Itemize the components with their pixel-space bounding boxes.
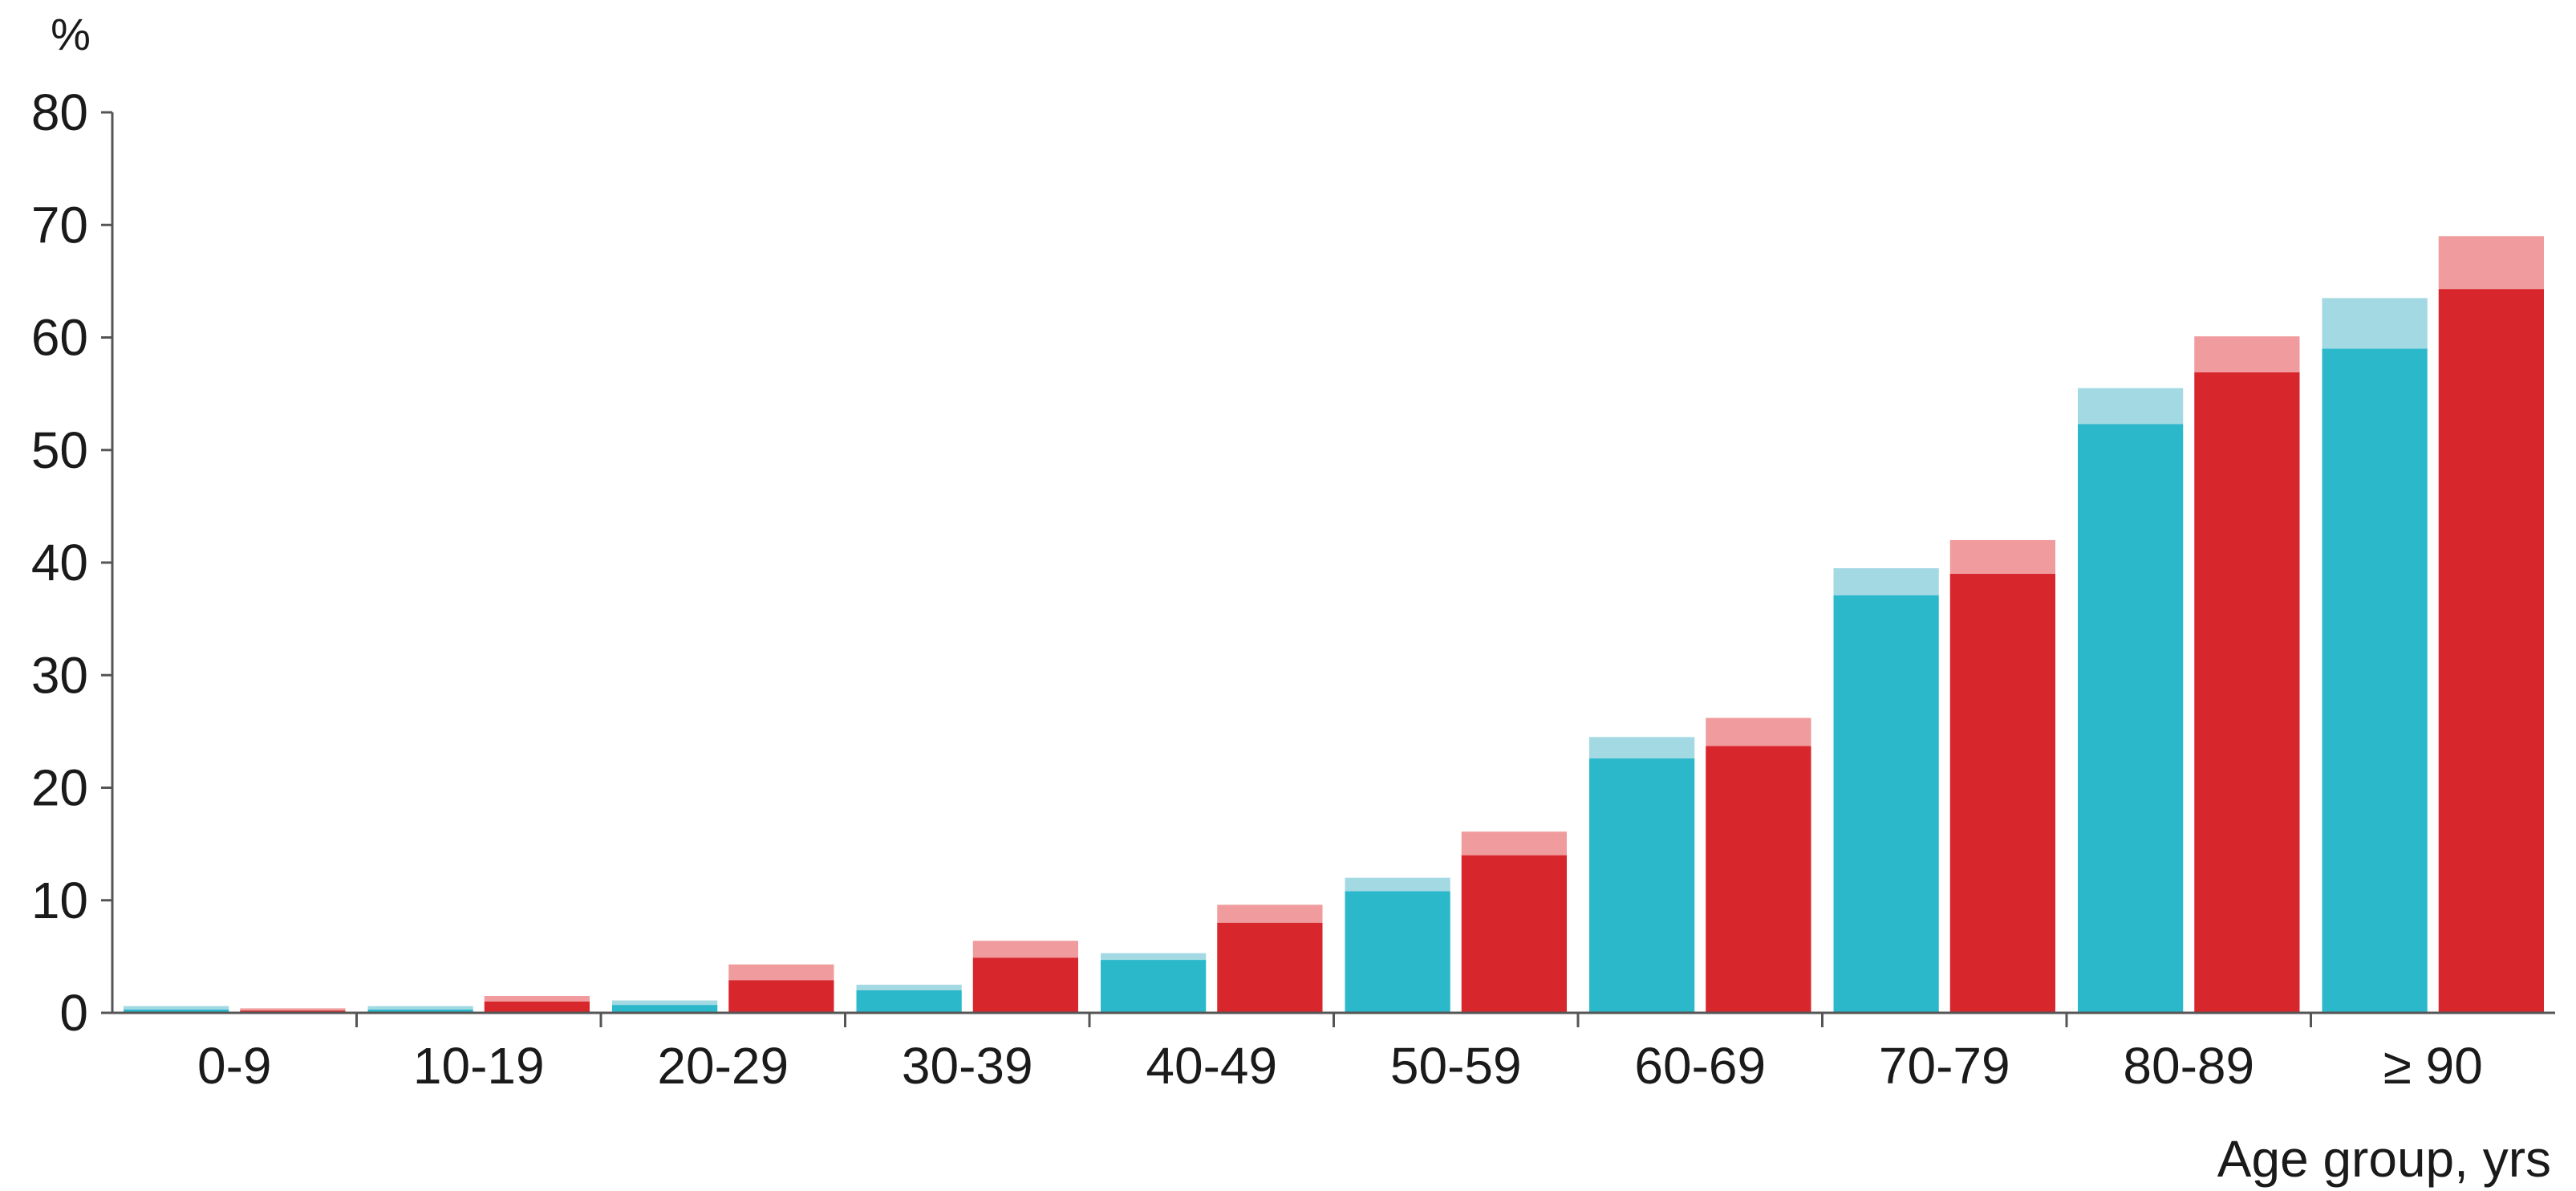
bar bbox=[1589, 758, 1695, 1013]
bar-upper-segment bbox=[367, 1006, 473, 1010]
x-tick-label: 40-49 bbox=[1146, 1037, 1277, 1095]
bar bbox=[1345, 891, 1450, 1013]
x-tick-label: ≥ 90 bbox=[2383, 1037, 2483, 1095]
x-tick-label: 30-39 bbox=[902, 1037, 1033, 1095]
bar bbox=[124, 1009, 229, 1013]
bar-upper-segment bbox=[1706, 717, 1811, 746]
y-tick-label: 20 bbox=[31, 759, 88, 817]
bar-upper-segment bbox=[1101, 953, 1207, 961]
bar-upper-segment bbox=[728, 964, 834, 981]
y-tick-label: 0 bbox=[59, 984, 88, 1042]
y-tick-label: 80 bbox=[31, 83, 88, 141]
bar-upper-segment bbox=[1217, 904, 1323, 923]
bar-upper-segment bbox=[2322, 298, 2428, 349]
x-tick-label: 0-9 bbox=[197, 1037, 272, 1095]
bar bbox=[1706, 746, 1811, 1013]
bar bbox=[2322, 348, 2428, 1013]
bar bbox=[728, 980, 834, 1013]
y-axis-label: % bbox=[51, 9, 91, 59]
bar-upper-segment bbox=[240, 1008, 346, 1011]
bar bbox=[1461, 855, 1567, 1013]
bar bbox=[1949, 574, 2055, 1013]
bar-upper-segment bbox=[124, 1006, 229, 1010]
x-tick-label: 20-29 bbox=[657, 1037, 789, 1095]
y-tick-label: 40 bbox=[31, 534, 88, 591]
bar bbox=[367, 1009, 473, 1013]
y-tick-label: 50 bbox=[31, 421, 88, 479]
bar-upper-segment bbox=[484, 995, 590, 1002]
bar bbox=[2438, 289, 2544, 1013]
y-tick-label: 10 bbox=[31, 872, 88, 929]
bar bbox=[1101, 960, 1207, 1013]
x-tick-label: 70-79 bbox=[1879, 1037, 2010, 1095]
y-tick-label: 60 bbox=[31, 309, 88, 367]
bar-upper-segment bbox=[2438, 236, 2544, 290]
bar bbox=[972, 957, 1078, 1013]
bar-upper-segment bbox=[2078, 388, 2184, 425]
y-tick-label: 70 bbox=[31, 196, 88, 254]
x-tick-label: 10-19 bbox=[413, 1037, 545, 1095]
bar-upper-segment bbox=[2194, 336, 2300, 372]
bar bbox=[484, 1001, 590, 1013]
x-axis-label: Age group, yrs bbox=[2217, 1130, 2551, 1188]
bar-upper-segment bbox=[1833, 568, 1939, 596]
x-axis: 0-9 10-19 20-29 30-39 40-49 50-59 60-69 70-79 80… bbox=[197, 1013, 2483, 1095]
bar bbox=[612, 1005, 718, 1013]
bar bbox=[1217, 922, 1323, 1013]
bar-upper-segment bbox=[1949, 539, 2055, 575]
y-axis: 0 10 20 30 40 50 60 70 80 bbox=[31, 83, 112, 1042]
bar bbox=[1833, 595, 1939, 1013]
x-tick-label: 60-69 bbox=[1634, 1037, 1766, 1095]
bars bbox=[124, 236, 2544, 1013]
bar-upper-segment bbox=[856, 984, 962, 990]
x-tick-label: 80-89 bbox=[2123, 1037, 2254, 1095]
bar-upper-segment bbox=[612, 1000, 718, 1006]
bar-upper-segment bbox=[1589, 737, 1695, 759]
y-tick-label: 30 bbox=[31, 646, 88, 704]
bar-upper-segment bbox=[972, 941, 1078, 958]
bar bbox=[2194, 372, 2300, 1013]
x-tick-label: 50-59 bbox=[1390, 1037, 1522, 1095]
bar bbox=[2078, 424, 2184, 1013]
bar bbox=[856, 990, 962, 1013]
bar-upper-segment bbox=[1461, 831, 1567, 856]
bar-upper-segment bbox=[1345, 877, 1450, 892]
